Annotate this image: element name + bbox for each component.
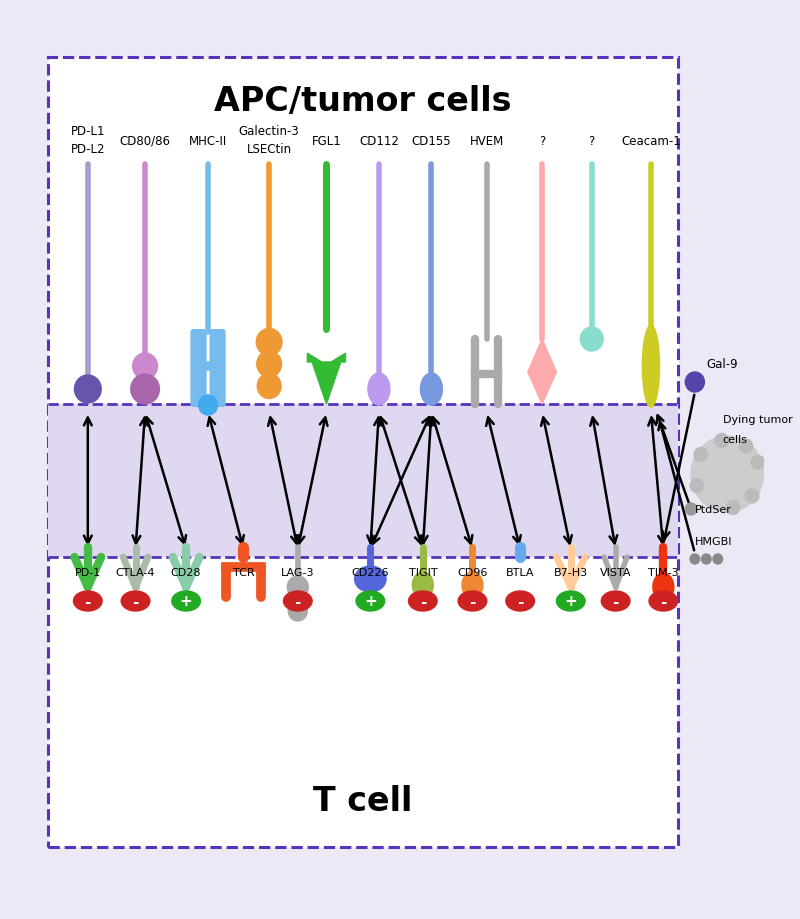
Circle shape [258, 374, 281, 399]
Text: APC/tumor cells: APC/tumor cells [214, 85, 511, 119]
Ellipse shape [602, 591, 630, 611]
Circle shape [198, 395, 218, 415]
Polygon shape [331, 354, 346, 363]
Circle shape [287, 576, 308, 598]
Text: ?: ? [589, 135, 595, 148]
Circle shape [726, 501, 740, 515]
Text: -: - [420, 594, 426, 608]
Circle shape [130, 375, 159, 404]
Circle shape [739, 439, 753, 454]
Circle shape [256, 329, 282, 356]
Circle shape [694, 448, 707, 462]
Text: +: + [564, 594, 577, 608]
Text: +: + [180, 594, 193, 608]
Circle shape [713, 554, 722, 564]
Circle shape [288, 601, 307, 621]
Circle shape [751, 456, 765, 470]
Text: CD80/86: CD80/86 [119, 135, 170, 148]
Text: CD155: CD155 [412, 135, 451, 148]
Circle shape [690, 479, 703, 494]
FancyBboxPatch shape [48, 58, 678, 847]
Ellipse shape [412, 573, 434, 598]
Text: FGL1: FGL1 [311, 135, 342, 148]
Circle shape [257, 352, 282, 378]
Ellipse shape [409, 591, 437, 611]
Text: B7-H3: B7-H3 [554, 567, 588, 577]
Ellipse shape [368, 374, 390, 405]
Text: Galectin-3: Galectin-3 [238, 125, 299, 138]
Circle shape [74, 376, 101, 403]
Text: HMGBI: HMGBI [695, 537, 732, 547]
Text: Dying tumor: Dying tumor [722, 414, 792, 425]
Text: -: - [294, 594, 301, 608]
Text: Ceacam-1: Ceacam-1 [621, 135, 681, 148]
Text: -: - [132, 594, 138, 608]
Ellipse shape [172, 591, 201, 611]
FancyBboxPatch shape [48, 404, 678, 558]
Polygon shape [307, 354, 322, 363]
Ellipse shape [122, 591, 150, 611]
Ellipse shape [649, 591, 678, 611]
Text: MHC-II: MHC-II [189, 135, 227, 148]
Text: -: - [613, 594, 619, 608]
Ellipse shape [458, 591, 486, 611]
Text: VISTA: VISTA [600, 567, 631, 577]
Ellipse shape [74, 591, 102, 611]
Text: cells: cells [722, 435, 747, 445]
Text: +: + [364, 594, 377, 608]
Text: LAG-3: LAG-3 [281, 567, 314, 577]
Text: T cell: T cell [313, 785, 412, 818]
FancyBboxPatch shape [190, 330, 206, 407]
Text: PD-L1: PD-L1 [70, 125, 105, 138]
Text: -: - [660, 594, 666, 608]
Text: PD-1: PD-1 [74, 567, 101, 577]
Ellipse shape [653, 573, 674, 601]
Text: -: - [470, 594, 476, 608]
Ellipse shape [557, 591, 585, 611]
Text: BTLA: BTLA [506, 567, 534, 577]
Text: CD112: CD112 [359, 135, 399, 148]
Text: TIGIT: TIGIT [409, 567, 437, 577]
Ellipse shape [421, 374, 442, 405]
Text: Gal-9: Gal-9 [706, 358, 738, 371]
Text: TIM-3: TIM-3 [648, 567, 678, 577]
Text: HVEM: HVEM [470, 135, 504, 148]
Text: CD226: CD226 [351, 567, 389, 577]
Circle shape [686, 372, 704, 392]
Polygon shape [312, 363, 341, 404]
Text: LSECtin: LSECtin [246, 142, 292, 156]
Text: CD96: CD96 [458, 567, 488, 577]
Text: PD-L2: PD-L2 [70, 142, 105, 156]
Text: TCR: TCR [233, 567, 254, 577]
Circle shape [746, 489, 759, 504]
Ellipse shape [506, 591, 534, 611]
Text: ?: ? [539, 135, 546, 148]
Circle shape [715, 434, 728, 448]
Circle shape [133, 354, 158, 380]
Text: CD28: CD28 [171, 567, 202, 577]
FancyBboxPatch shape [210, 330, 226, 407]
Circle shape [690, 554, 700, 564]
Circle shape [686, 504, 697, 516]
Ellipse shape [356, 591, 385, 611]
Ellipse shape [283, 591, 312, 611]
Circle shape [580, 328, 603, 352]
Circle shape [702, 554, 711, 564]
Ellipse shape [642, 325, 659, 407]
Ellipse shape [354, 566, 386, 593]
Ellipse shape [462, 573, 483, 598]
Text: CTLA-4: CTLA-4 [116, 567, 155, 577]
Text: PtdSer: PtdSer [695, 505, 732, 515]
Circle shape [691, 437, 763, 513]
Text: -: - [517, 594, 523, 608]
Polygon shape [528, 340, 557, 404]
Text: -: - [85, 594, 91, 608]
